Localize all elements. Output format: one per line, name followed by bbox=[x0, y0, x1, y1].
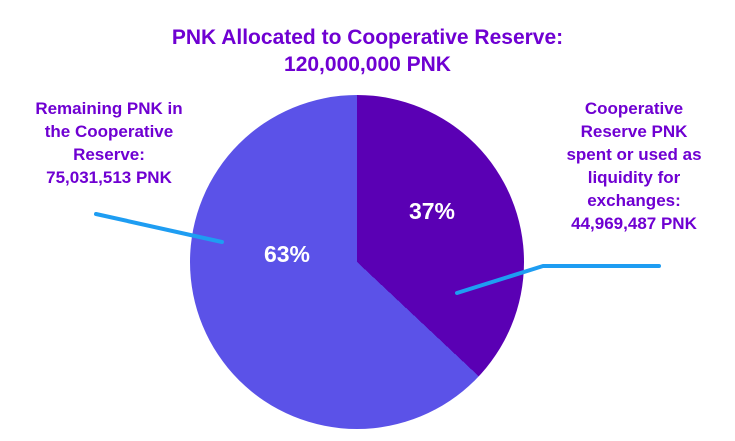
label-remaining-reserve: Remaining PNK in the Cooperative Reserve… bbox=[35, 99, 183, 187]
pie-chart bbox=[190, 95, 524, 429]
percent-label-remaining: 63% bbox=[263, 241, 311, 267]
chart-title-line2: 120,000,000 PNK bbox=[284, 53, 451, 76]
chart-title-line1: PNK Allocated to Cooperative Reserve: bbox=[171, 26, 564, 49]
percent-label-spent: 37% bbox=[408, 198, 456, 224]
chart-title: PNK Allocated to Cooperative Reserve: 12… bbox=[0, 24, 735, 78]
label-spent-reserve: Cooperative Reserve PNK spent or used as… bbox=[566, 99, 702, 233]
